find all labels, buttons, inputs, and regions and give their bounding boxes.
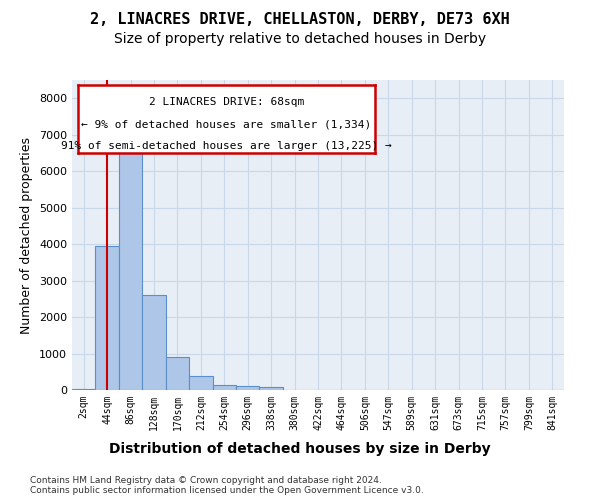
Text: Contains HM Land Registry data © Crown copyright and database right 2024.
Contai: Contains HM Land Registry data © Crown c…: [30, 476, 424, 495]
Text: 91% of semi-detached houses are larger (13,225) →: 91% of semi-detached houses are larger (…: [61, 141, 392, 151]
Bar: [95, 246, 119, 390]
Text: Distribution of detached houses by size in Derby: Distribution of detached houses by size …: [109, 442, 491, 456]
Bar: [142, 295, 166, 390]
Bar: [212, 386, 236, 390]
Bar: [119, 153, 142, 390]
Text: 2 LINACRES DRIVE: 68sqm: 2 LINACRES DRIVE: 68sqm: [149, 97, 304, 107]
Bar: [259, 388, 283, 390]
Bar: [189, 376, 212, 390]
Bar: [236, 386, 259, 390]
Y-axis label: Number of detached properties: Number of detached properties: [20, 136, 34, 334]
Bar: [72, 389, 95, 390]
Bar: [166, 357, 189, 390]
Text: Size of property relative to detached houses in Derby: Size of property relative to detached ho…: [114, 32, 486, 46]
Text: ← 9% of detached houses are smaller (1,334): ← 9% of detached houses are smaller (1,3…: [82, 119, 371, 129]
Text: 2, LINACRES DRIVE, CHELLASTON, DERBY, DE73 6XH: 2, LINACRES DRIVE, CHELLASTON, DERBY, DE…: [90, 12, 510, 28]
